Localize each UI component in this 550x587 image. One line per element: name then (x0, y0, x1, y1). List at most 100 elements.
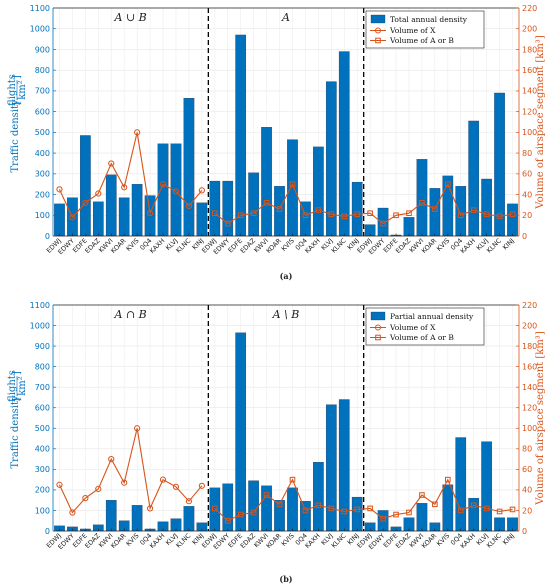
bar (403, 217, 415, 237)
y-tick-label-left: 200 (35, 486, 50, 495)
volume-ab-marker (419, 492, 425, 498)
bar (442, 484, 454, 532)
x-tick-label: KVIS (124, 237, 140, 253)
volume-ab-marker (470, 502, 477, 509)
legend-label-ab: Volume of A or B (389, 333, 454, 342)
x-tick-label: KINJ (501, 237, 516, 252)
legend-box (365, 10, 485, 49)
volume-x-marker (82, 495, 89, 502)
volume-x-marker (108, 160, 115, 167)
bar (507, 203, 518, 237)
volume-ab-marker (393, 212, 399, 219)
volume-ab-marker (432, 501, 438, 508)
legend-box (365, 307, 485, 346)
x-tick-label: KINJ (501, 532, 516, 547)
volume-ab-marker (276, 206, 283, 212)
figure-caption: (b) (279, 574, 292, 584)
volume-x-marker (185, 202, 193, 210)
bar (209, 180, 221, 237)
legend-label-x: Volume of X (389, 26, 436, 35)
volume-ab-marker (496, 213, 503, 220)
volume-ab-marker (302, 507, 309, 514)
bar (131, 184, 143, 237)
x-tick-label: KVIS (435, 237, 451, 253)
volume-x-marker (172, 188, 180, 195)
bar (80, 135, 91, 237)
legend-swatch-bar (370, 14, 386, 24)
volume-x-marker (146, 505, 154, 512)
bar (481, 441, 492, 532)
y-tick-label-left: 700 (35, 383, 50, 392)
y-label-left-bracket-close: ] (12, 75, 23, 79)
bar (261, 127, 272, 237)
volume-ab-marker (341, 213, 348, 220)
bar (494, 92, 505, 237)
bar (287, 139, 298, 237)
volume-ab-marker (406, 210, 412, 216)
bar (105, 174, 117, 237)
volume-ab-marker (212, 505, 218, 512)
volume-ab-marker (393, 511, 399, 518)
legend-marker-ab (375, 334, 381, 341)
volume-ab-marker (302, 212, 309, 219)
volume-ab-marker (419, 200, 425, 206)
volume-ab-marker (367, 210, 373, 216)
bar (287, 487, 298, 532)
y-label-left-text: Traffic density (10, 99, 21, 173)
y-tick-label-right: 140 (522, 87, 537, 96)
volume-x-marker (159, 181, 167, 188)
volume-ab-marker (509, 211, 516, 218)
volume-ab-marker (276, 501, 283, 508)
volume-x-marker (134, 425, 141, 432)
bar (222, 483, 234, 532)
y-tick-label-left: 1000 (30, 25, 50, 34)
y-tick-label-right: 0 (522, 232, 527, 241)
legend-marker-x (375, 27, 381, 34)
y-tick-label-right: 20 (522, 211, 532, 220)
volume-ab-marker (250, 210, 257, 216)
volume-x-marker (56, 186, 63, 193)
y-label-left-text: Traffic density (10, 395, 21, 469)
legend-label-ab: Volume of A or B (389, 36, 454, 45)
y-label-right-text: Volume of airspace segment [km³] (535, 35, 546, 210)
y-tick-label-right: 80 (522, 445, 532, 454)
volume-ab-marker (250, 509, 257, 516)
y-tick-label-left: 300 (35, 170, 50, 179)
series-volume-x-line (58, 428, 203, 514)
bar (416, 159, 428, 237)
y-tick-label-right: 180 (522, 342, 537, 351)
y-tick-label-right: 60 (522, 170, 532, 179)
volume-x-marker (185, 498, 193, 505)
volume-ab-marker (328, 211, 335, 218)
y-tick-label-right: 80 (522, 149, 532, 158)
bar (235, 34, 247, 237)
bar (300, 501, 311, 532)
y-label-left-unit-den: km² (17, 80, 28, 100)
bar (338, 51, 350, 237)
y-tick-label-right: 40 (522, 190, 532, 199)
volume-x-marker (172, 483, 180, 490)
volume-ab-marker (224, 517, 231, 524)
volume-ab-marker (457, 212, 464, 219)
y-label-left-unit-num: flights (7, 370, 18, 402)
y-tick-label-left: 900 (35, 342, 50, 351)
bar (196, 202, 208, 237)
bar (248, 480, 259, 532)
volume-ab-marker (406, 509, 412, 516)
bar (481, 178, 492, 237)
y-label-right: Volume of airspace segment [km³] (535, 35, 546, 210)
volume-ab-marker (367, 505, 373, 512)
y-label-left-unit-den: km² (17, 376, 28, 396)
bar (183, 98, 195, 237)
volume-ab-marker (263, 492, 270, 498)
y-tick-label-left: 0 (45, 232, 50, 241)
bar (455, 437, 467, 532)
volume-ab-marker (354, 506, 360, 513)
volume-x-marker (198, 482, 205, 489)
bar (92, 201, 104, 237)
y-tick-label-left: 200 (35, 190, 50, 199)
y-tick-label-right: 120 (522, 404, 537, 413)
bar (429, 188, 441, 237)
volume-ab-marker (263, 200, 270, 206)
